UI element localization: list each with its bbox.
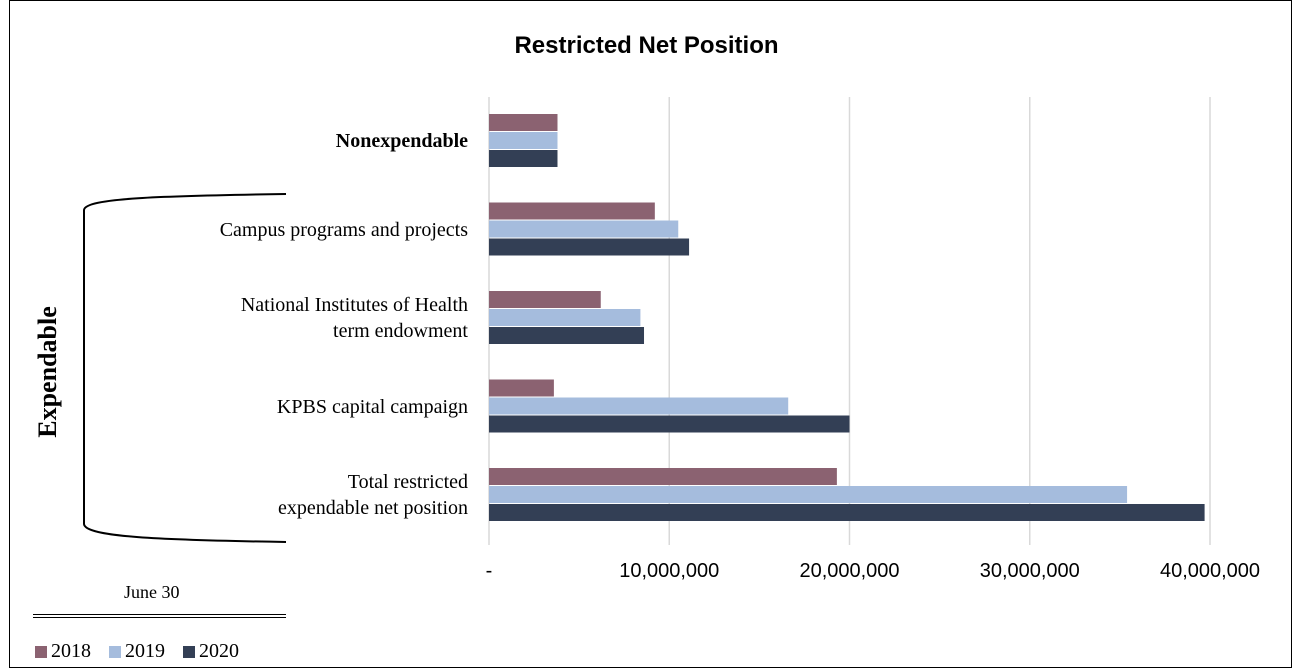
legend-item-2019: 2019 (109, 640, 165, 663)
x-tick-label-4: 40,000,000 (1159, 560, 1261, 582)
legend-swatch (183, 645, 195, 658)
category-label-1: Campus programs and projects (220, 217, 468, 243)
bar-2019-4 (489, 486, 1128, 503)
category-label-line: term endowment (333, 320, 468, 342)
legend-item-2020: 2020 (183, 640, 239, 663)
bar-2020-1 (489, 238, 690, 256)
bar-2019-0 (489, 132, 558, 149)
bar-2020-4 (489, 504, 1205, 521)
category-label-line: National Institutes of Health (240, 294, 468, 316)
legend-label: 2018 (51, 640, 91, 662)
expendable-group-label: Expendable (33, 306, 62, 438)
bar-2020-0 (489, 150, 558, 167)
x-tick-label-3: 30,000,000 (979, 560, 1080, 582)
category-label-3: KPBS capital campaign (277, 394, 468, 420)
category-label-line: Campus programs and projects (219, 218, 468, 241)
category-label-line: Nonexpendable (335, 130, 468, 152)
bar-2019-1 (489, 220, 679, 238)
bar-2020-3 (489, 415, 850, 433)
chart-frame (9, 0, 1292, 668)
chart-title: Restricted Net Position (514, 32, 779, 59)
category-label-2: National Institutes of Health term endowm… (241, 292, 468, 344)
legend-label: 2019 (125, 640, 165, 662)
legend-rule (33, 614, 286, 618)
legend-swatch (109, 645, 121, 658)
category-label-line: KPBS capital campaign (276, 395, 468, 418)
expendable-bracket (83, 193, 287, 543)
legend-label: 2020 (199, 640, 239, 662)
category-label-line: expendable net position (278, 497, 468, 519)
legend-title: June 30 (124, 582, 180, 602)
legend: 2018 2019 2020 (35, 640, 239, 663)
bar-2019-3 (489, 397, 789, 415)
x-tick-label-2: 20,000,000 (799, 560, 900, 582)
category-label-line: Total restricted (347, 471, 468, 493)
category-label-4: Total restricted expendable net position (278, 469, 468, 521)
bar-2018-0 (489, 114, 558, 131)
bar-2020-2 (489, 327, 645, 344)
bar-2019-2 (489, 309, 641, 326)
x-tick-label-0: - (485, 560, 493, 582)
x-tick-label-1: 10,000,000 (619, 560, 720, 582)
bar-2018-4 (489, 468, 837, 485)
legend-item-2018: 2018 (35, 640, 91, 663)
bar-2018-2 (489, 291, 601, 308)
bar-2018-1 (489, 202, 655, 220)
category-label-0: Nonexpendable (336, 128, 468, 154)
legend-swatch (35, 645, 47, 658)
bar-2018-3 (489, 379, 554, 397)
